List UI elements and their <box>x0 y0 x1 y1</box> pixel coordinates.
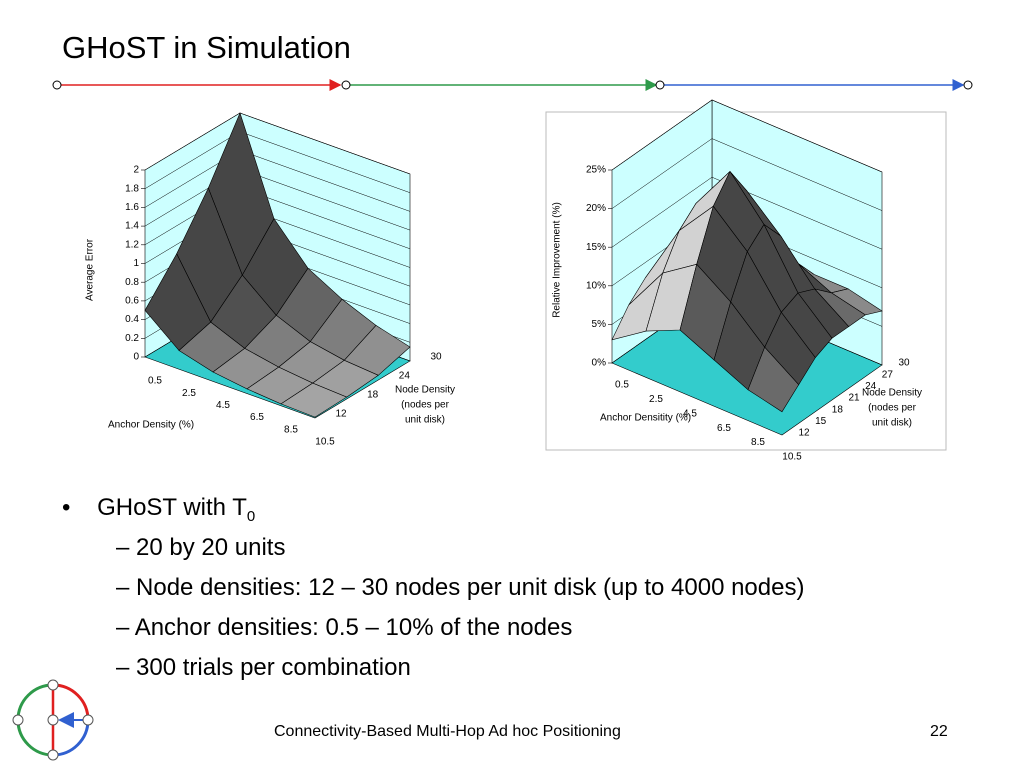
y-tick-label: 10% <box>586 280 606 291</box>
surface-cell <box>747 346 800 413</box>
subscript: 0 <box>246 507 256 525</box>
x-tick-label: 10.5 <box>782 452 802 463</box>
grid-line <box>611 138 883 211</box>
z-axis-label: (nodes per <box>868 403 916 414</box>
z-axis-label: unit disk) <box>872 418 912 429</box>
y-tick-label: 1 <box>133 258 139 269</box>
z-tick-label: 18 <box>832 404 844 415</box>
sub-bullet-text: 20 by 20 units <box>136 534 286 561</box>
sub-bullet-text: 300 trials per combination <box>136 654 411 681</box>
y-tick-label: 1.6 <box>125 202 139 213</box>
bullet-text: GHoST with T <box>97 494 247 521</box>
z-tick-label: 12 <box>335 409 347 420</box>
x-tick-label: 10.5 <box>315 437 335 448</box>
y-tick-label: 0.2 <box>125 333 139 344</box>
x-tick-label: 4.5 <box>683 408 697 419</box>
z-tick-label: 30 <box>430 352 442 363</box>
sub-bullet: – 20 by 20 units <box>116 534 286 561</box>
z-tick-label: 21 <box>848 393 860 404</box>
nav-bar <box>52 79 973 91</box>
y-axis-label: Relative Improvement (%) <box>552 202 563 318</box>
x-axis-label: Anchor Density (%) <box>108 420 194 431</box>
z-tick-label: 18 <box>367 390 379 401</box>
x-tick-label: 8.5 <box>284 424 298 435</box>
x-tick-label: 0.5 <box>148 376 162 387</box>
x-tick-label: 0.5 <box>615 380 629 391</box>
sub-bullet: – 300 trials per combination <box>116 654 411 681</box>
z-axis-label: (nodes per <box>401 400 449 411</box>
y-tick-label: 1.2 <box>125 239 139 250</box>
bullet-list: • GHoST with T0 – 20 by 20 units – Node d… <box>62 488 804 688</box>
grid-line <box>611 99 883 173</box>
logo <box>12 679 94 761</box>
z-tick-label: 24 <box>399 371 411 382</box>
y-tick-label: 0.6 <box>125 296 139 307</box>
z-tick-label: 15 <box>815 416 827 427</box>
z-tick-label: 27 <box>882 369 894 380</box>
x-tick-label: 2.5 <box>182 388 196 399</box>
z-tick-label: 12 <box>798 428 810 439</box>
y-tick-label: 15% <box>586 242 606 253</box>
x-axis-label: Anchor Densitity (%) <box>600 413 691 424</box>
x-tick-label: 2.5 <box>649 394 663 405</box>
z-axis-label: unit disk) <box>405 415 445 426</box>
y-tick-label: 2 <box>133 165 139 176</box>
y-tick-label: 1.8 <box>125 183 139 194</box>
z-tick-label: 30 <box>898 358 910 369</box>
y-tick-label: 0% <box>592 358 607 369</box>
z-tick-label: 24 <box>865 381 877 392</box>
footer-text: Connectivity-Based Multi-Hop Ad hoc Posi… <box>274 723 621 740</box>
y-tick-label: 25% <box>586 165 606 176</box>
y-tick-label: 0.4 <box>125 314 139 325</box>
z-axis-label: Node Density <box>395 385 455 396</box>
grid-line <box>611 176 883 250</box>
y-tick-label: 0.8 <box>125 277 139 288</box>
z-axis-label: Node Density <box>862 388 922 399</box>
x-tick-label: 8.5 <box>751 437 765 448</box>
slide-title: GHoST in Simulation <box>62 30 351 65</box>
y-axis-label: Average Error <box>85 238 96 301</box>
bullet: • GHoST with T0 <box>62 494 256 525</box>
x-tick-label: 4.5 <box>216 400 230 411</box>
x-tick-label: 6.5 <box>717 423 731 434</box>
y-tick-label: 0 <box>133 352 139 363</box>
sub-bullet: – Node densities: 12 – 30 nodes per unit… <box>116 574 805 601</box>
sub-bullet-text: Anchor densities: 0.5 – 10% of the nodes <box>134 614 573 641</box>
surface-cell <box>280 382 348 418</box>
sub-bullet: – Anchor densities: 0.5 – 10% of the nod… <box>116 614 573 641</box>
page-number: 22 <box>930 723 948 740</box>
y-tick-label: 1.4 <box>125 221 139 232</box>
sub-bullet-text: Node densities: 12 – 30 nodes per unit d… <box>136 574 805 601</box>
y-tick-label: 5% <box>592 319 607 330</box>
y-tick-label: 20% <box>586 203 606 214</box>
x-tick-label: 6.5 <box>250 412 264 423</box>
